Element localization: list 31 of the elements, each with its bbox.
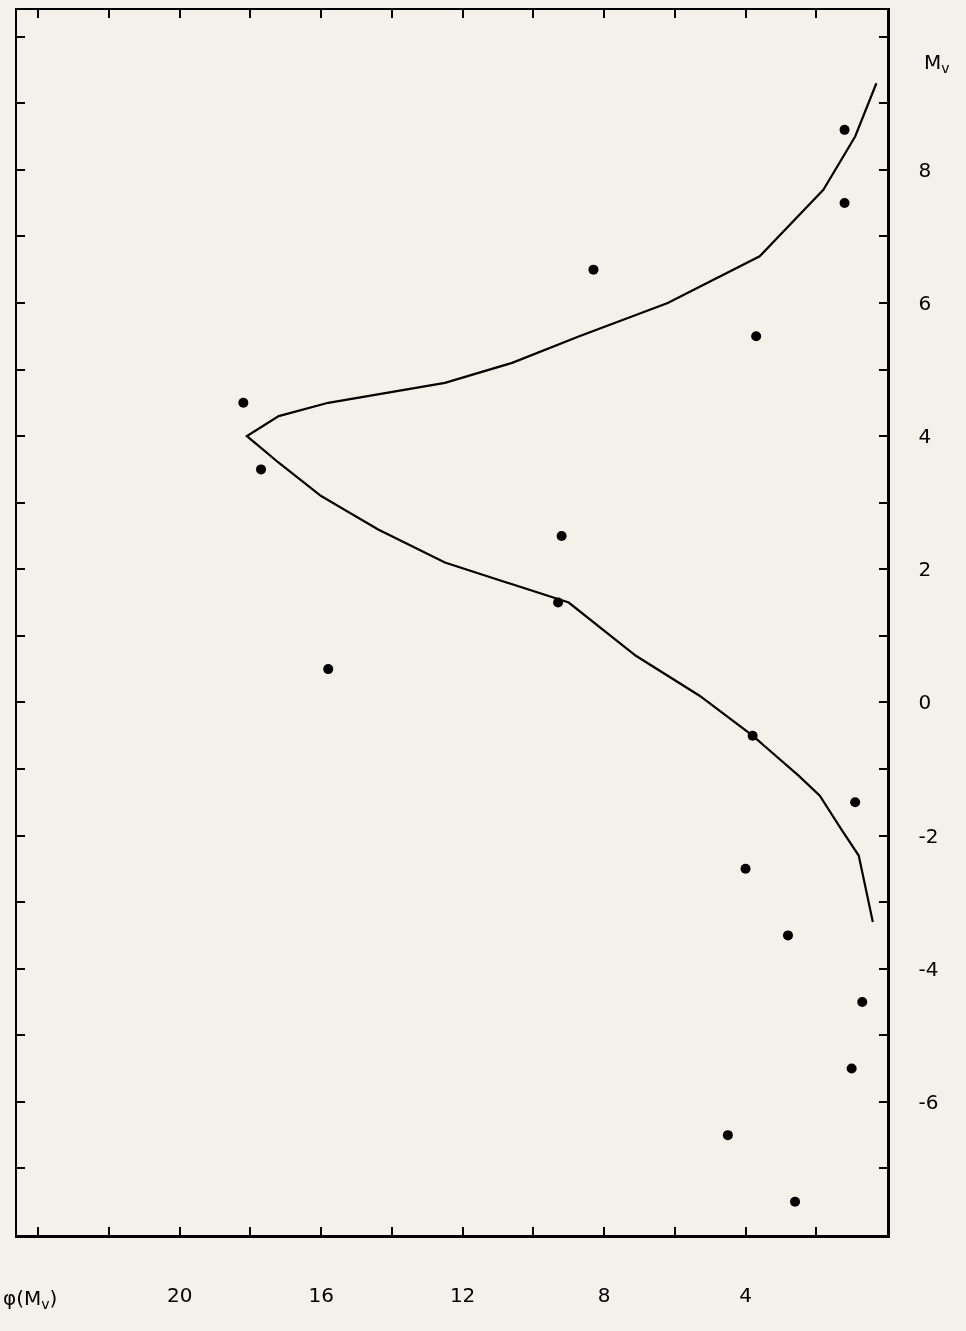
- point: [790, 1196, 801, 1207]
- point: [740, 863, 751, 874]
- y-tick-label: -4: [918, 956, 939, 981]
- point: [323, 664, 334, 675]
- x-tick-label: 12: [449, 1282, 476, 1307]
- y-tick-label: 0: [918, 690, 932, 715]
- y-tick-label: 2: [918, 557, 932, 582]
- point: [782, 930, 793, 941]
- y-axis-title: M$_{v}$: [924, 50, 950, 77]
- x-axis-title: φ(M$_{v}$): [3, 1286, 58, 1313]
- point: [238, 397, 249, 408]
- point: [857, 996, 868, 1007]
- point: [722, 1130, 733, 1141]
- y-tick-label: -2: [918, 823, 939, 848]
- point: [839, 198, 850, 209]
- y-tick-label: 6: [918, 290, 932, 315]
- point: [751, 331, 762, 342]
- point: [850, 797, 861, 808]
- y-tick-label: 8: [918, 157, 932, 182]
- x-tick-label: 16: [308, 1282, 334, 1307]
- point: [588, 264, 599, 275]
- line-series: [245, 82, 878, 924]
- point: [846, 1063, 857, 1074]
- y-tick-label: 4: [918, 424, 932, 449]
- point: [839, 124, 850, 135]
- point: [256, 464, 267, 475]
- point: [556, 530, 567, 541]
- y-tick-label: -6: [918, 1089, 939, 1114]
- x-tick-label: 20: [166, 1282, 193, 1307]
- x-tick-label: 4: [739, 1282, 752, 1307]
- x-tick-label: 8: [597, 1282, 611, 1307]
